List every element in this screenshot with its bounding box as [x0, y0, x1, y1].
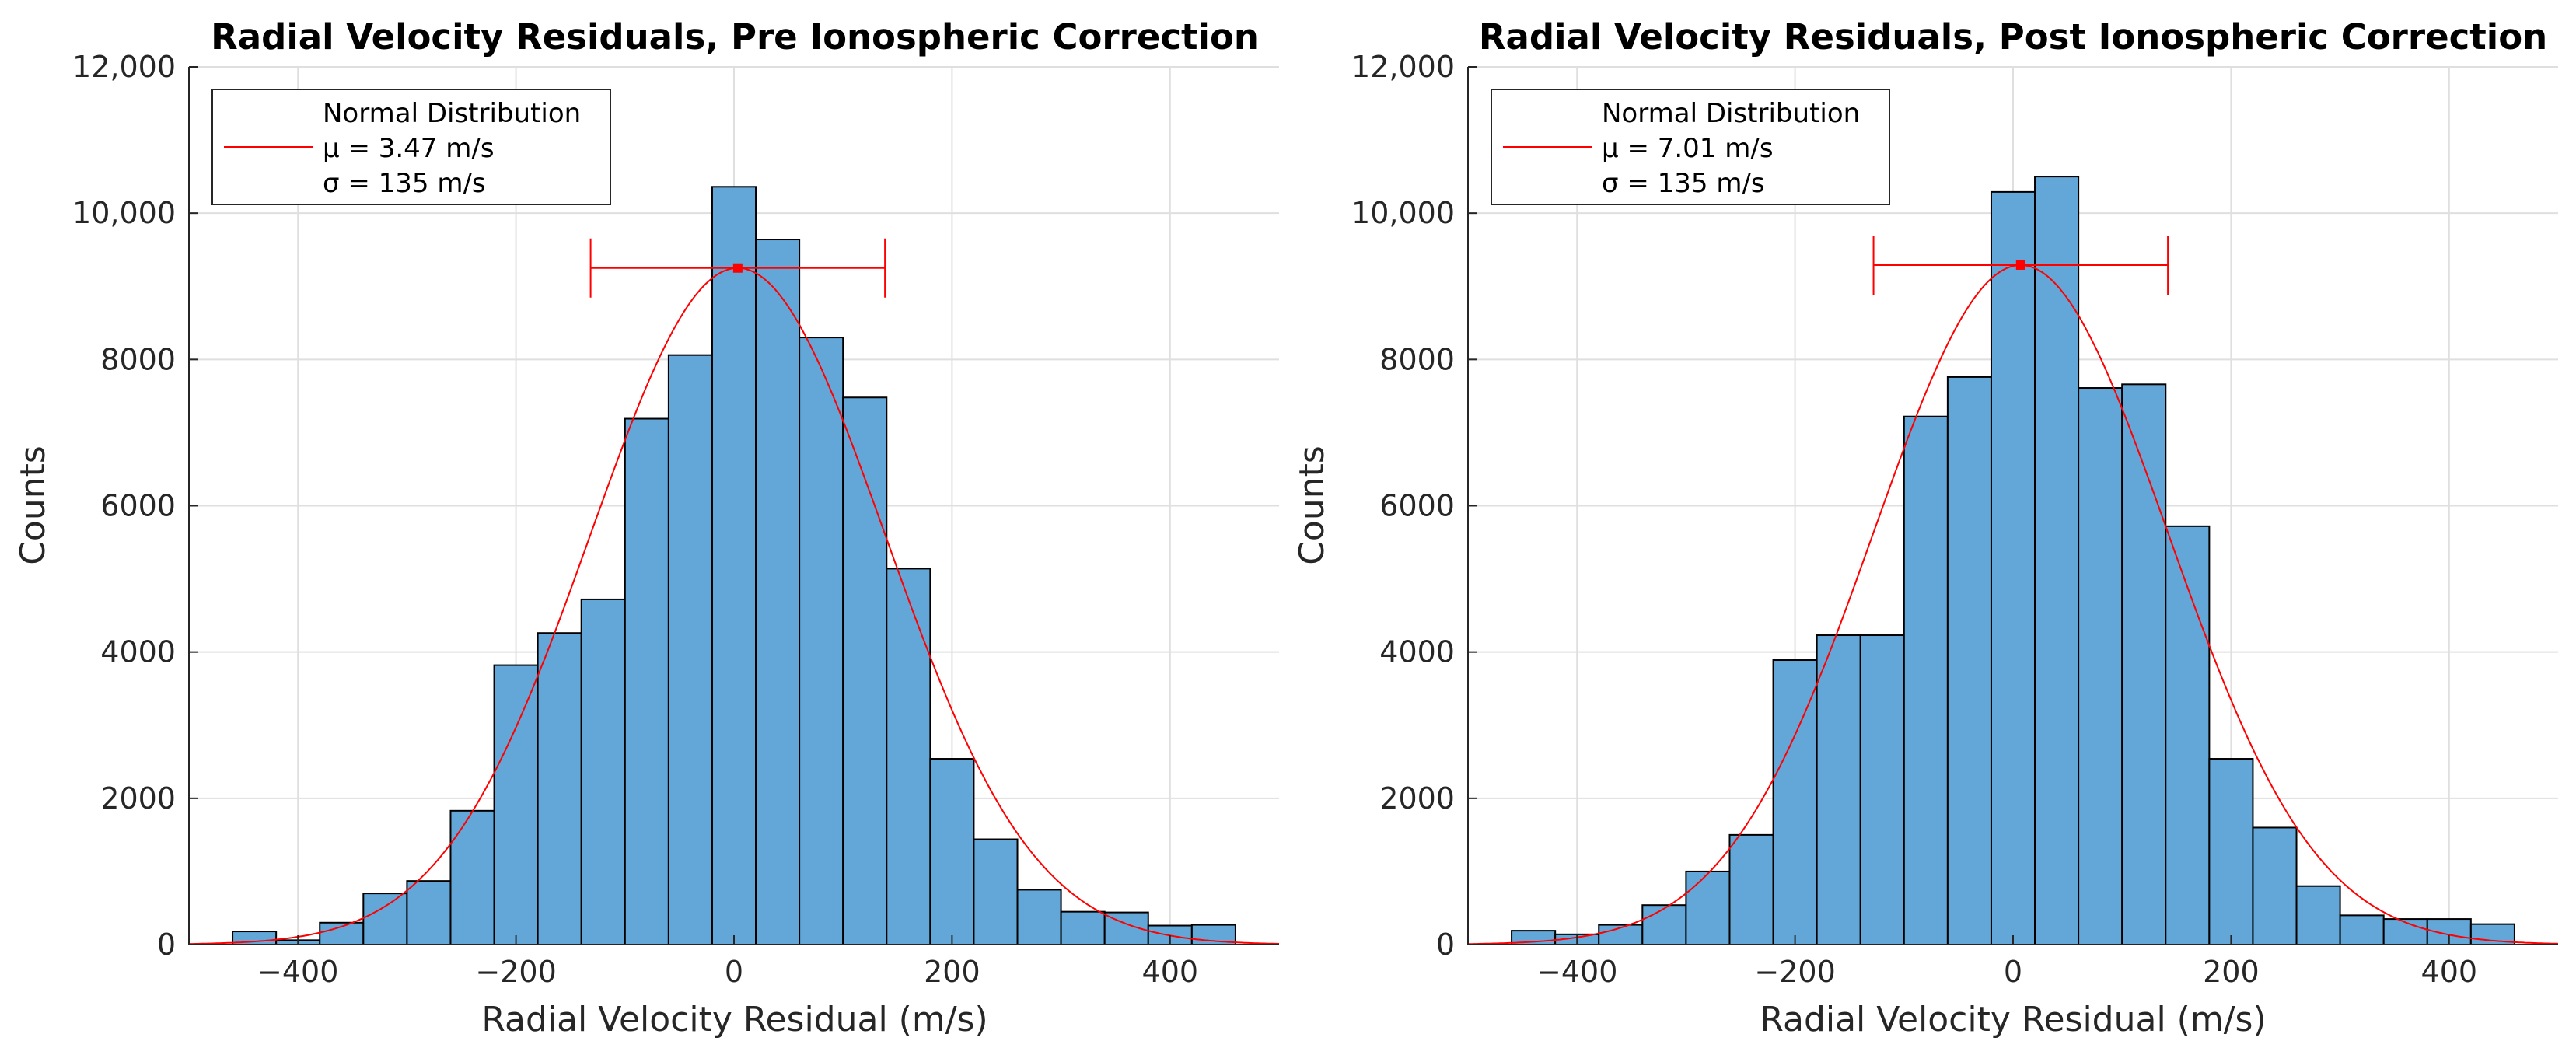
histogram-bar: [2165, 525, 2211, 945]
legend: Normal Distribution μ = 3.47 m/s σ = 135…: [211, 89, 611, 205]
x-tick-labels: −400 −200 0 200 400: [1536, 955, 2477, 989]
histogram-bar: [537, 632, 582, 946]
histogram-bar: [755, 239, 801, 945]
y-tick-label: 2000: [1379, 781, 1455, 816]
y-tick-labels: 0 2000 4000 6000 8000 10,000 12,000: [1351, 50, 1455, 962]
chart-title: Radial Velocity Residuals, Pre Ionospher…: [211, 16, 1259, 58]
histogram-bar: [2078, 387, 2123, 946]
y-tick-label: 10,000: [72, 196, 176, 230]
histogram-bar: [1946, 376, 1992, 945]
legend-entry-sigma: σ = 135 m/s: [323, 168, 486, 199]
y-axis-label: Counts: [1292, 445, 1332, 565]
histogram-bar: [1859, 634, 1905, 946]
mean-marker: [732, 263, 743, 273]
histogram-bar: [1990, 190, 2036, 945]
legend-box: [1491, 89, 1890, 205]
histogram-bar: [1772, 659, 1818, 945]
x-tick-label: 0: [725, 955, 743, 989]
legend-entry-title: Normal Distribution: [323, 98, 581, 129]
normal-fit-curve: [1468, 264, 2559, 945]
legend-entry-title: Normal Distribution: [1602, 98, 1860, 129]
y-tick-label: 4000: [100, 635, 176, 669]
histogram-bar: [711, 186, 757, 945]
legend-entry-sigma: σ = 135 m/s: [1602, 168, 1765, 199]
histogram-bar: [1728, 833, 1774, 945]
mean-marker: [2015, 260, 2025, 270]
histogram-bar: [2121, 383, 2167, 945]
histogram-bar: [886, 568, 931, 946]
histogram-bar: [667, 354, 713, 945]
chart-title: Radial Velocity Residuals, Post Ionosphe…: [1479, 16, 2547, 58]
y-axis-label: Counts: [13, 445, 53, 565]
x-tick-label: 200: [2203, 955, 2260, 989]
y-tick-label: 8000: [1379, 342, 1455, 376]
histogram-bar: [799, 337, 844, 945]
x-tick-label: −400: [257, 955, 338, 989]
histogram-bar: [2208, 758, 2254, 945]
y-tick-label: 4000: [1379, 635, 1455, 669]
y-tick-label: 0: [157, 927, 176, 962]
x-axis-label: Radial Velocity Residual (m/s): [1760, 1000, 2266, 1039]
histogram-bar: [624, 417, 669, 945]
histogram-bar: [929, 758, 975, 945]
legend-entry-mu: μ = 3.47 m/s: [323, 133, 495, 164]
y-tick-label: 6000: [1379, 489, 1455, 523]
histogram-bars: [232, 186, 1236, 946]
y-tick-label: 8000: [100, 342, 176, 376]
normal-fit-layer: [1468, 235, 2559, 945]
x-tick-label: −200: [475, 955, 556, 989]
x-tick-label: 400: [2421, 955, 2478, 989]
histogram-bar: [1641, 904, 1687, 945]
y-tick-labels: 0 2000 4000 6000 8000 10,000 12,000: [72, 50, 176, 962]
legend: Normal Distribution μ = 7.01 m/s σ = 135…: [1491, 89, 1890, 205]
x-tick-label: −400: [1536, 955, 1617, 989]
histogram-bar: [362, 893, 408, 946]
x-tick-label: 200: [924, 955, 980, 989]
y-tick-label: 12,000: [72, 50, 176, 84]
histogram-bar: [1903, 415, 1949, 945]
y-tick-label: 2000: [100, 781, 176, 816]
axes: [188, 66, 1279, 945]
histogram-bar: [973, 838, 1019, 946]
histogram-bar: [2034, 176, 2080, 945]
histogram-bar: [1016, 889, 1062, 945]
histogram-bar: [2339, 914, 2385, 946]
y-tick-label: 0: [1436, 927, 1455, 962]
x-tick-label: −200: [1754, 955, 1835, 989]
y-tick-label: 12,000: [1351, 50, 1455, 84]
chart-panel-post-correction: −400 −200 0 200 400 0 2000 4000 6000 8000 10,000 1…: [1292, 16, 2559, 1039]
histogram-bar: [1060, 910, 1106, 945]
histogram-bar: [493, 664, 539, 946]
chart-panel-pre-correction: −400 −200 0 200 400 0 2000 4000 6000 8000 10,000 1…: [13, 16, 1280, 1039]
y-tick-label: 6000: [100, 489, 176, 523]
histogram-bar: [580, 598, 626, 946]
histogram-bar: [406, 880, 452, 945]
x-tick-label: 400: [1142, 955, 1199, 989]
x-tick-label: 0: [2004, 955, 2022, 989]
histogram-bar: [449, 809, 495, 946]
legend-entry-mu: μ = 7.01 m/s: [1602, 133, 1774, 164]
histogram-bar: [1816, 634, 1861, 946]
normal-fit-layer: [188, 238, 1280, 945]
histogram-bar: [842, 396, 888, 945]
x-axis-label: Radial Velocity Residual (m/s): [481, 1000, 987, 1039]
x-tick-labels: −400 −200 0 200 400: [257, 955, 1198, 989]
histogram-bar: [2252, 826, 2298, 946]
histogram-bar: [2295, 885, 2341, 945]
axes: [1467, 66, 2558, 945]
histogram-bar: [1685, 870, 1731, 945]
y-tick-label: 10,000: [1351, 196, 1455, 230]
